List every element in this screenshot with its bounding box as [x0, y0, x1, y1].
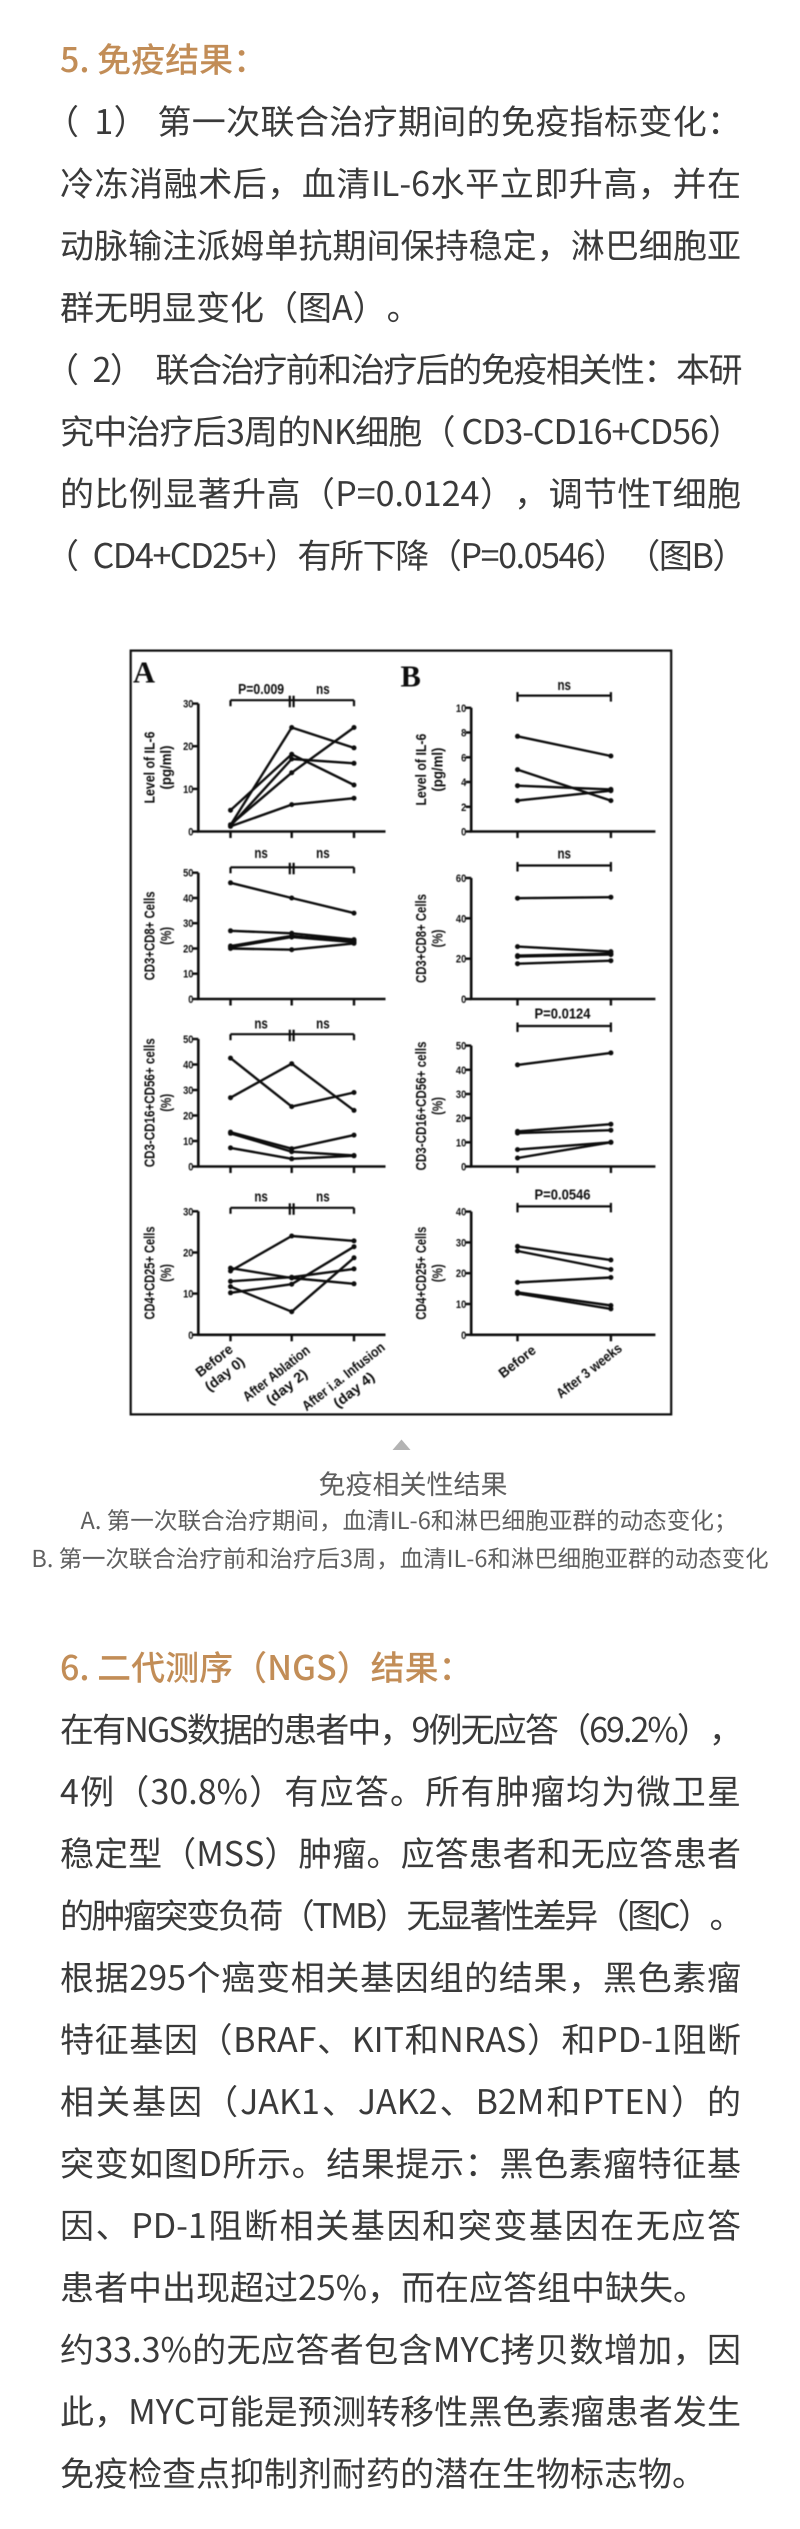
svg-text:Before: Before [495, 1342, 539, 1381]
svg-text:B: B [401, 660, 421, 694]
svg-text:4: 4 [461, 777, 466, 789]
svg-text:30: 30 [456, 1237, 466, 1249]
svg-text:20: 20 [183, 741, 193, 753]
svg-text:After 3 weeks: After 3 weeks [553, 1340, 625, 1402]
svg-text:ns: ns [557, 846, 571, 862]
svg-text:ns: ns [557, 678, 571, 694]
svg-text:Level of IL-6: Level of IL-6 [143, 732, 159, 804]
svg-text:6: 6 [461, 752, 466, 764]
svg-text:(%): (%) [159, 1094, 175, 1112]
svg-text:30: 30 [456, 1089, 466, 1101]
svg-text:(%): (%) [431, 1264, 447, 1282]
svg-text:(%): (%) [159, 1264, 175, 1282]
svg-text:20: 20 [456, 1113, 466, 1125]
svg-text:ns: ns [316, 1190, 330, 1206]
svg-text:0: 0 [188, 1162, 193, 1174]
svg-text:8: 8 [461, 728, 466, 740]
svg-text:(pg/ml): (pg/ml) [431, 747, 447, 791]
svg-text:(%): (%) [431, 929, 447, 947]
svg-text:0: 0 [188, 1330, 193, 1342]
svg-text:CD3+CD8+ Cells: CD3+CD8+ Cells [414, 894, 430, 983]
svg-text:20: 20 [183, 944, 193, 956]
svg-text:0: 0 [188, 994, 193, 1006]
svg-text:30: 30 [183, 1085, 193, 1097]
svg-text:10: 10 [183, 784, 193, 796]
svg-text:40: 40 [183, 1060, 193, 1072]
svg-text:0: 0 [461, 1162, 466, 1174]
svg-text:30: 30 [183, 699, 193, 711]
svg-text:40: 40 [456, 1207, 466, 1219]
svg-text:40: 40 [456, 1065, 466, 1077]
svg-text:10: 10 [456, 1137, 466, 1149]
svg-text:CD4+CD25+ Cells: CD4+CD25+ Cells [414, 1227, 430, 1320]
svg-text:CD4+CD25+ Cells: CD4+CD25+ Cells [143, 1227, 159, 1320]
svg-text:60: 60 [456, 873, 466, 885]
svg-text:50: 50 [183, 1034, 193, 1046]
svg-text:10: 10 [183, 969, 193, 981]
svg-text:ns: ns [316, 682, 330, 698]
svg-text:20: 20 [183, 1248, 193, 1260]
svg-text:2: 2 [461, 802, 466, 814]
svg-text:0: 0 [461, 1330, 466, 1342]
svg-text:P=0.009: P=0.009 [238, 682, 284, 698]
svg-text:(%): (%) [159, 927, 175, 945]
svg-text:20: 20 [456, 1268, 466, 1280]
svg-text:A: A [133, 655, 155, 689]
svg-text:20: 20 [183, 1111, 193, 1123]
svg-text:10: 10 [183, 1289, 193, 1301]
svg-text:0: 0 [188, 827, 193, 839]
svg-text:ns: ns [254, 1017, 268, 1033]
svg-text:10: 10 [183, 1136, 193, 1148]
svg-text:30: 30 [183, 1206, 193, 1218]
svg-text:ns: ns [254, 846, 268, 862]
svg-text:50: 50 [456, 1041, 466, 1053]
svg-text:20: 20 [456, 954, 466, 966]
svg-text:P=0.0124: P=0.0124 [535, 1007, 591, 1023]
svg-text:10: 10 [456, 1299, 466, 1311]
svg-text:50: 50 [183, 868, 193, 880]
svg-text:P=0.0546: P=0.0546 [535, 1188, 591, 1204]
svg-text:ns: ns [316, 1017, 330, 1033]
svg-text:40: 40 [183, 893, 193, 905]
svg-text:ns: ns [254, 1190, 268, 1206]
svg-text:40: 40 [456, 913, 466, 925]
svg-text:(%): (%) [431, 1097, 447, 1115]
svg-text:CD3+CD8+ Cells: CD3+CD8+ Cells [143, 891, 159, 980]
svg-text:Level of IL-6: Level of IL-6 [414, 734, 430, 806]
svg-text:0: 0 [461, 994, 466, 1006]
svg-text:CD3-CD16+CD56+ cells: CD3-CD16+CD56+ cells [414, 1042, 430, 1171]
svg-text:30: 30 [183, 918, 193, 930]
svg-text:10: 10 [456, 703, 466, 715]
svg-text:ns: ns [316, 846, 330, 862]
svg-text:0: 0 [461, 827, 466, 839]
svg-text:(pg/ml): (pg/ml) [159, 745, 175, 789]
svg-text:CD3-CD16+CD56+ cells: CD3-CD16+CD56+ cells [143, 1038, 159, 1167]
